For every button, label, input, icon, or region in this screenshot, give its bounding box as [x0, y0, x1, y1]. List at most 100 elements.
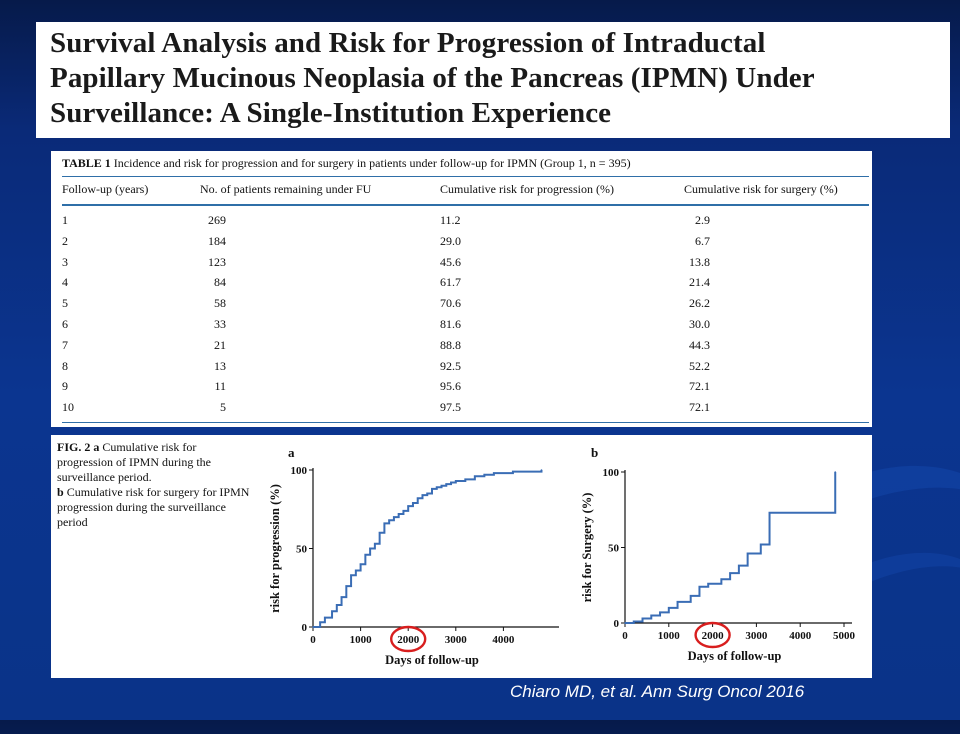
- data-point: [383, 522, 386, 525]
- data-point: [464, 478, 467, 481]
- data-point: [624, 622, 626, 624]
- table-cell: 81.6: [440, 317, 461, 331]
- data-point: [388, 519, 390, 522]
- data-point: [746, 552, 749, 555]
- data-point: [350, 574, 352, 576]
- table-cell: 26.2: [689, 296, 710, 310]
- data-point: [493, 472, 495, 474]
- y-tick-label: 50: [608, 543, 620, 555]
- table-cell: 10: [62, 400, 74, 414]
- table-cell: 6: [62, 317, 68, 331]
- title-line: Surveillance: A Single-Institution Exper…: [50, 97, 612, 129]
- x-tick-label: 2000: [397, 634, 420, 646]
- panel-label: a: [288, 445, 295, 460]
- data-point: [689, 595, 692, 597]
- title-box: Survival Analysis and Risk for Progressi…: [36, 22, 950, 138]
- data-point: [324, 616, 326, 619]
- table-cell: 70.6: [440, 296, 461, 310]
- y-tick-label: 100: [291, 465, 308, 477]
- table-cell: 61.7: [440, 275, 461, 289]
- table-cell: 11: [214, 379, 226, 393]
- data-point: [659, 611, 661, 614]
- paper-title: Survival Analysis and Risk for Progressi…: [50, 26, 950, 131]
- table-cell: 9: [62, 379, 68, 393]
- table-cell: 184: [208, 234, 226, 248]
- data-point: [440, 484, 443, 487]
- table-cell: 5: [220, 400, 226, 414]
- x-tick-label: 5000: [833, 630, 856, 642]
- x-tick-label: 4000: [492, 634, 515, 646]
- table-cell: 95.6: [440, 379, 461, 393]
- series-line: [313, 470, 543, 628]
- data-point: [650, 614, 653, 617]
- data-point: [435, 486, 438, 489]
- data-point: [312, 626, 314, 628]
- table-cell: 92.5: [440, 359, 461, 373]
- table-cell: 269: [208, 213, 226, 227]
- table-cell: 30.0: [689, 317, 710, 331]
- table-cell: 2.9: [695, 213, 710, 227]
- table-cell: 21.4: [689, 275, 710, 289]
- figure-caption-b-text: Cumulative risk for surgery for IPMN pro…: [57, 485, 250, 529]
- data-point: [345, 585, 348, 587]
- table-cell: 52.2: [689, 359, 710, 373]
- data-point: [407, 505, 410, 507]
- table-cell: 45.6: [440, 255, 461, 269]
- data-point: [393, 516, 395, 518]
- data-point: [676, 601, 679, 603]
- data-point: [340, 596, 343, 598]
- data-point: [421, 494, 424, 496]
- data-point: [759, 543, 762, 546]
- x-tick-label: 3000: [445, 634, 468, 646]
- data-point: [426, 492, 429, 495]
- data-point: [331, 610, 333, 613]
- data-point: [369, 547, 371, 550]
- data-point: [738, 564, 740, 567]
- data-point: [668, 607, 670, 609]
- figure-caption: FIG. 2 a Cumulative risk for progression…: [57, 440, 252, 530]
- x-axis-label: Days of follow-up: [385, 653, 479, 667]
- data-point: [641, 617, 644, 620]
- data-point: [512, 470, 514, 473]
- highlight-circle: [694, 621, 731, 649]
- table-cell: 72.1: [689, 400, 710, 414]
- data-point: [431, 488, 433, 490]
- table-header-progression: Cumulative risk for progression (%): [440, 182, 614, 196]
- data-point: [450, 481, 452, 484]
- table-panel: TABLE 1 Incidence and risk for progressi…: [51, 151, 872, 465]
- table-header-surgery: Cumulative risk for surgery (%): [684, 182, 838, 196]
- x-tick-label: 0: [310, 634, 316, 646]
- data-point: [402, 510, 405, 512]
- table-caption-label: TABLE 1: [62, 156, 111, 170]
- data-point: [483, 473, 486, 476]
- y-tick-label: 50: [296, 544, 308, 556]
- table-cell: 11.2: [440, 213, 461, 227]
- x-axis-label: Days of follow-up: [688, 649, 782, 663]
- y-tick-label: 100: [603, 467, 620, 479]
- panel-label: b: [591, 445, 598, 460]
- data-point: [540, 469, 543, 471]
- highlight-circle: [390, 625, 427, 653]
- table-cell: 1: [62, 213, 68, 227]
- table-cell: 7: [62, 338, 68, 352]
- y-axis-label: risk for Surgery (%): [580, 493, 594, 603]
- data-point: [474, 475, 476, 478]
- table-header-rule: [62, 204, 869, 206]
- table-top-rule: [62, 176, 869, 177]
- data-point: [336, 604, 338, 606]
- figure-caption-a-label: a: [93, 440, 100, 454]
- table-cell: 13: [214, 359, 226, 373]
- data-point: [374, 542, 376, 545]
- table-bottom-rule: [62, 422, 869, 423]
- table-cell: 33: [214, 317, 226, 331]
- y-axis-label: risk for progression (%): [268, 484, 282, 613]
- title-line: Survival Analysis and Risk for Progressi…: [50, 27, 766, 59]
- x-tick-label: 1000: [350, 634, 373, 646]
- table-cell: 123: [208, 255, 226, 269]
- table-caption: TABLE 1 Incidence and risk for progressi…: [62, 156, 631, 171]
- series-line: [625, 472, 837, 624]
- data-point: [698, 585, 701, 588]
- data-point: [720, 578, 723, 581]
- figure-caption-a-text: Cumulative risk for progression of IPMN …: [57, 440, 211, 484]
- figure-caption-b-label: b: [57, 485, 64, 499]
